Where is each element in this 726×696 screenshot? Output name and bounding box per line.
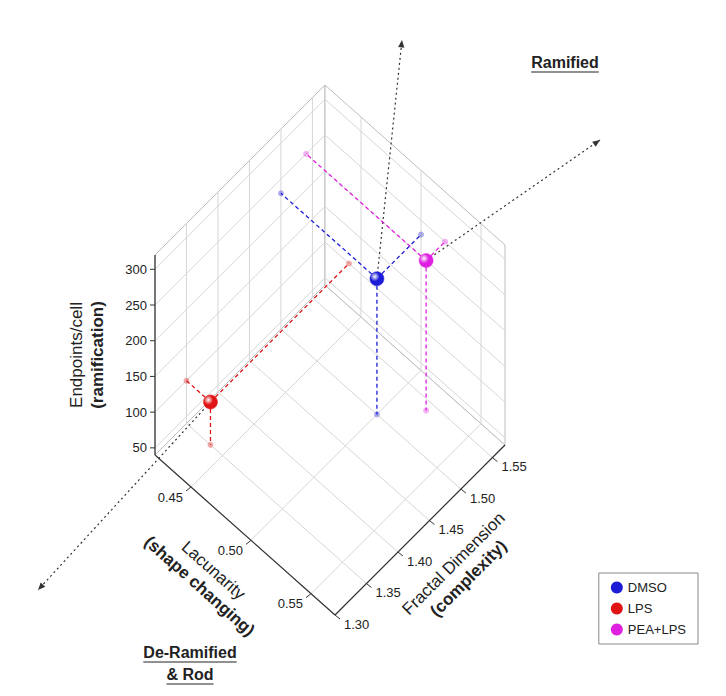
svg-text:1.50: 1.50 [470,491,495,506]
svg-text:1.55: 1.55 [501,459,526,474]
svg-text:100: 100 [125,405,147,420]
svg-text:DMSO: DMSO [628,580,667,595]
svg-text:De-Ramified: De-Ramified [143,644,236,661]
svg-text:1.40: 1.40 [407,554,432,569]
svg-text:(complexity): (complexity) [426,536,510,620]
svg-text:1.30: 1.30 [344,617,369,632]
svg-text:(ramification): (ramification) [88,301,107,409]
svg-text:Endpoints/cell: Endpoints/cell [67,302,86,408]
svg-text:200: 200 [125,333,147,348]
svg-text:250: 250 [125,298,147,313]
svg-text:150: 150 [125,369,147,384]
svg-text:Fractal Dimension: Fractal Dimension [398,508,509,619]
svg-text:0.50: 0.50 [218,543,243,558]
svg-text:LPS: LPS [628,601,653,616]
svg-text:1.35: 1.35 [375,585,400,600]
svg-text:PEA+LPS: PEA+LPS [628,622,687,637]
svg-text:(shape changing): (shape changing) [141,532,259,640]
svg-text:50: 50 [133,440,147,455]
svg-text:0.55: 0.55 [278,596,303,611]
svg-text:300: 300 [125,262,147,277]
svg-text:1.45: 1.45 [438,522,463,537]
svg-text:0.45: 0.45 [158,490,183,505]
svg-text:Lacunarity: Lacunarity [177,537,249,604]
svg-text:& Rod: & Rod [166,666,213,683]
svg-text:Ramified: Ramified [531,54,599,71]
